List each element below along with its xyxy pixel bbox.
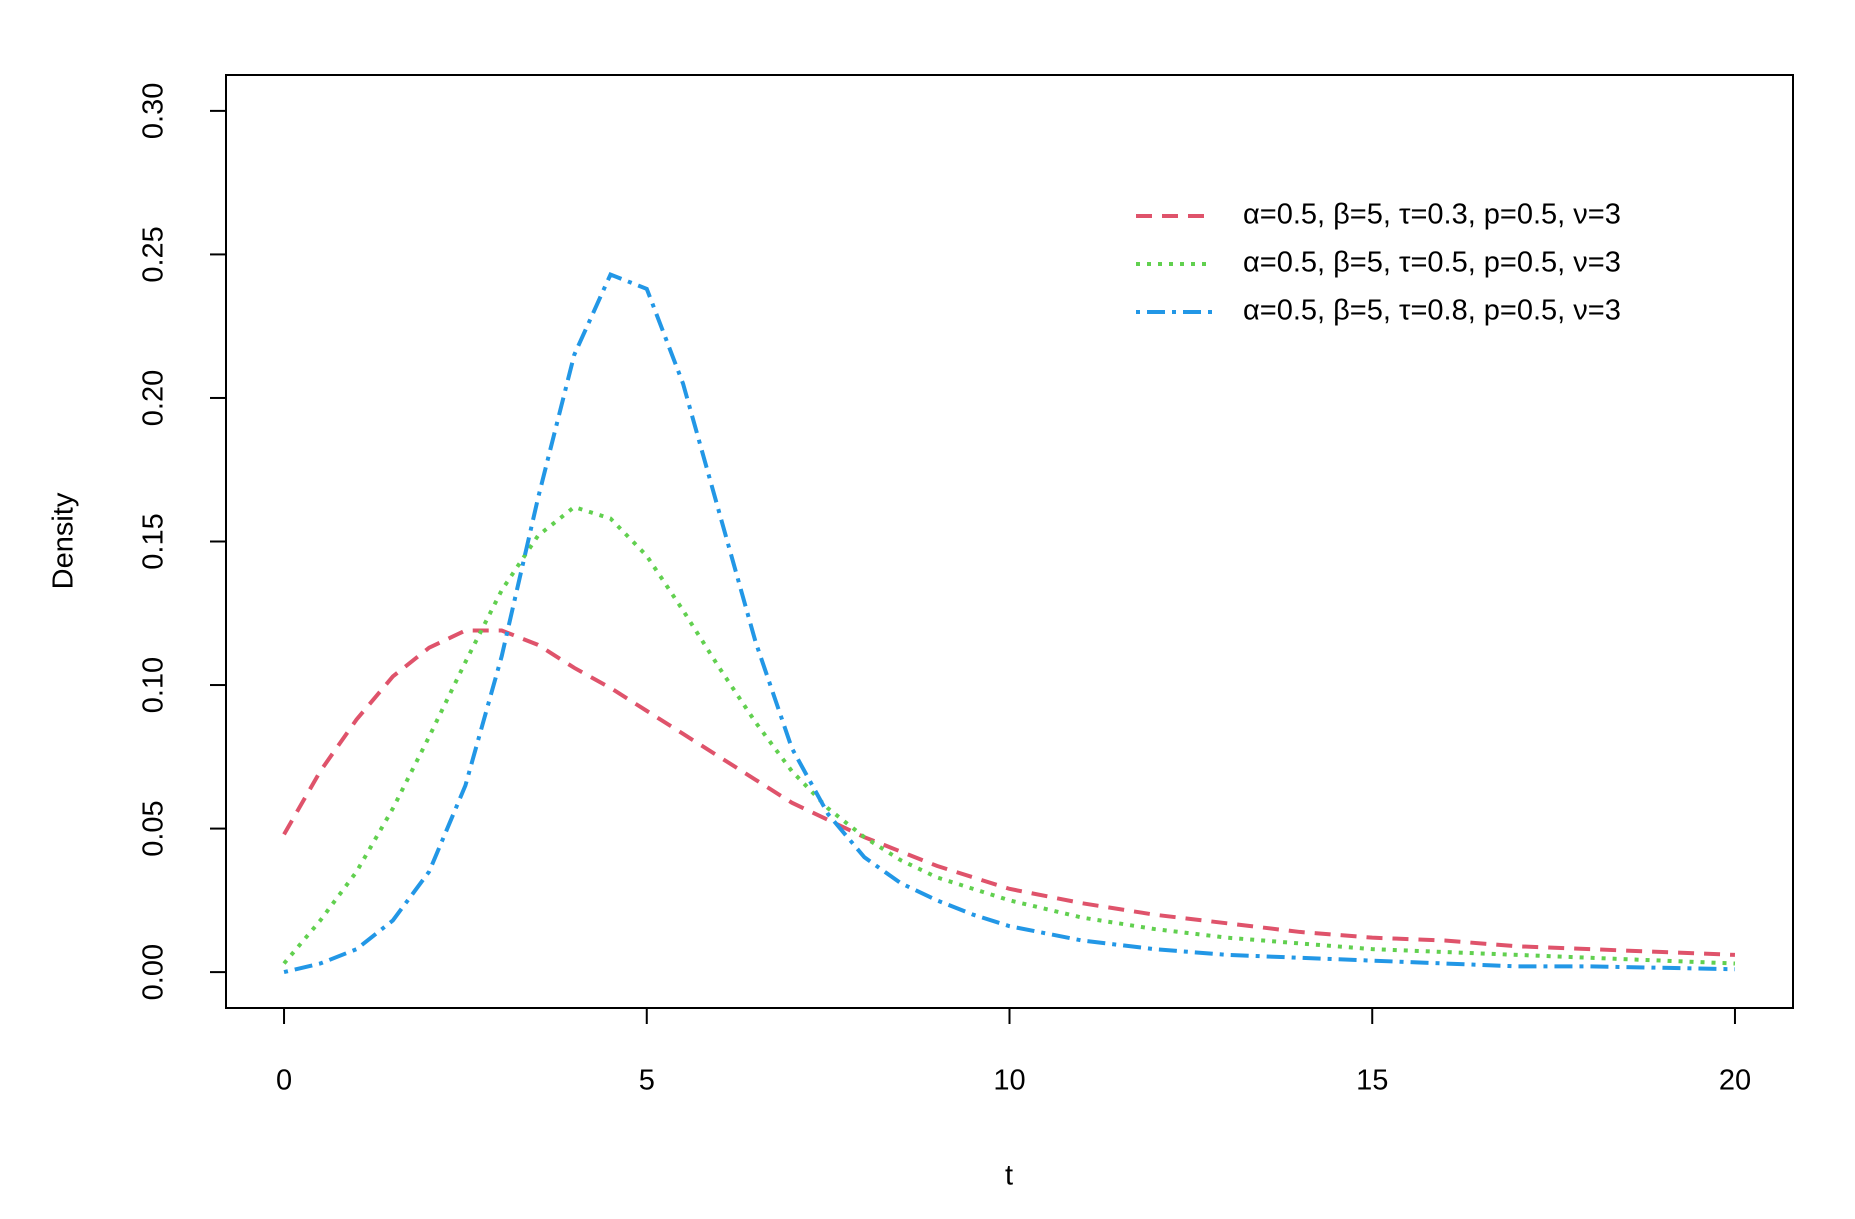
series-line (283, 271, 1735, 975)
y-tick-label: 0.00 (138, 944, 170, 1000)
series-line (282, 504, 1736, 966)
legend-label: α=0.5, β=5, τ=0.8, p=0.5, ν=3 (1243, 295, 1621, 327)
y-tick-label: 0.25 (138, 226, 170, 282)
legend-label: α=0.5, β=5, τ=0.5, p=0.5, ν=3 (1243, 247, 1621, 279)
legend-label: α=0.5, β=5, τ=0.3, p=0.5, ν=3 (1243, 199, 1621, 231)
x-tick-label: 15 (1356, 1065, 1388, 1097)
x-tick-label: 0 (276, 1065, 292, 1097)
y-tick-label: 0.05 (138, 800, 170, 856)
y-tick-label: 0.30 (138, 83, 170, 139)
y-axis-label: Density (48, 492, 80, 589)
y-tick-label: 0.15 (138, 513, 170, 569)
x-tick-label: 10 (993, 1065, 1025, 1097)
x-tick-label: 5 (639, 1065, 655, 1097)
y-tick-label: 0.20 (138, 370, 170, 426)
series-line (282, 628, 1736, 957)
x-axis-label: t (1005, 1160, 1013, 1192)
y-tick-label: 0.10 (138, 657, 170, 713)
x-tick-label: 20 (1719, 1065, 1751, 1097)
